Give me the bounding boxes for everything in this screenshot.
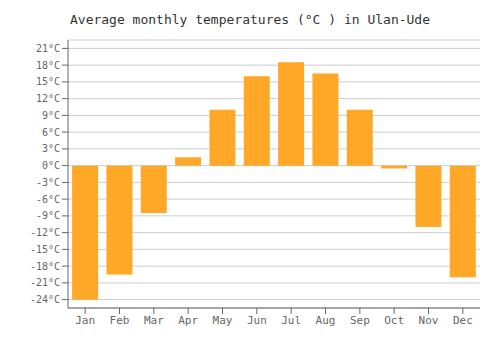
svg-text:15°C: 15°C [36,76,60,87]
svg-text:May: May [213,314,233,327]
svg-text:Nov: Nov [419,314,439,327]
svg-text:-9°C: -9°C [36,210,60,221]
svg-text:9°C: 9°C [42,110,60,121]
svg-text:21°C: 21°C [36,43,60,54]
svg-text:Sep: Sep [350,314,370,327]
svg-text:Dec: Dec [453,314,473,327]
svg-text:Mar: Mar [144,314,164,327]
svg-text:-18°C: -18°C [30,261,60,272]
svg-text:-6°C: -6°C [36,194,60,205]
svg-text:Aug: Aug [316,314,336,327]
svg-text:Oct: Oct [384,314,404,327]
svg-text:Apr: Apr [178,314,198,327]
svg-text:-24°C: -24°C [30,294,60,305]
svg-text:12°C: 12°C [36,93,60,104]
svg-text:-3°C: -3°C [36,177,60,188]
svg-text:Feb: Feb [110,314,130,327]
svg-text:Jun: Jun [247,314,267,327]
svg-text:-12°C: -12°C [30,227,60,238]
svg-text:3°C: 3°C [42,143,60,154]
svg-text:-15°C: -15°C [30,244,60,255]
svg-text:-21°C: -21°C [30,277,60,288]
html-text:Average monthly temperatures (: Average monthly temperatures (°C ) in Ul… [70,12,430,27]
svg-text:0°C: 0°C [42,160,60,171]
svg-text:Jan: Jan [75,314,95,327]
svg-text:18°C: 18°C [36,60,60,71]
svg-text:6°C: 6°C [42,127,60,138]
svg-text:Jul: Jul [281,314,301,327]
